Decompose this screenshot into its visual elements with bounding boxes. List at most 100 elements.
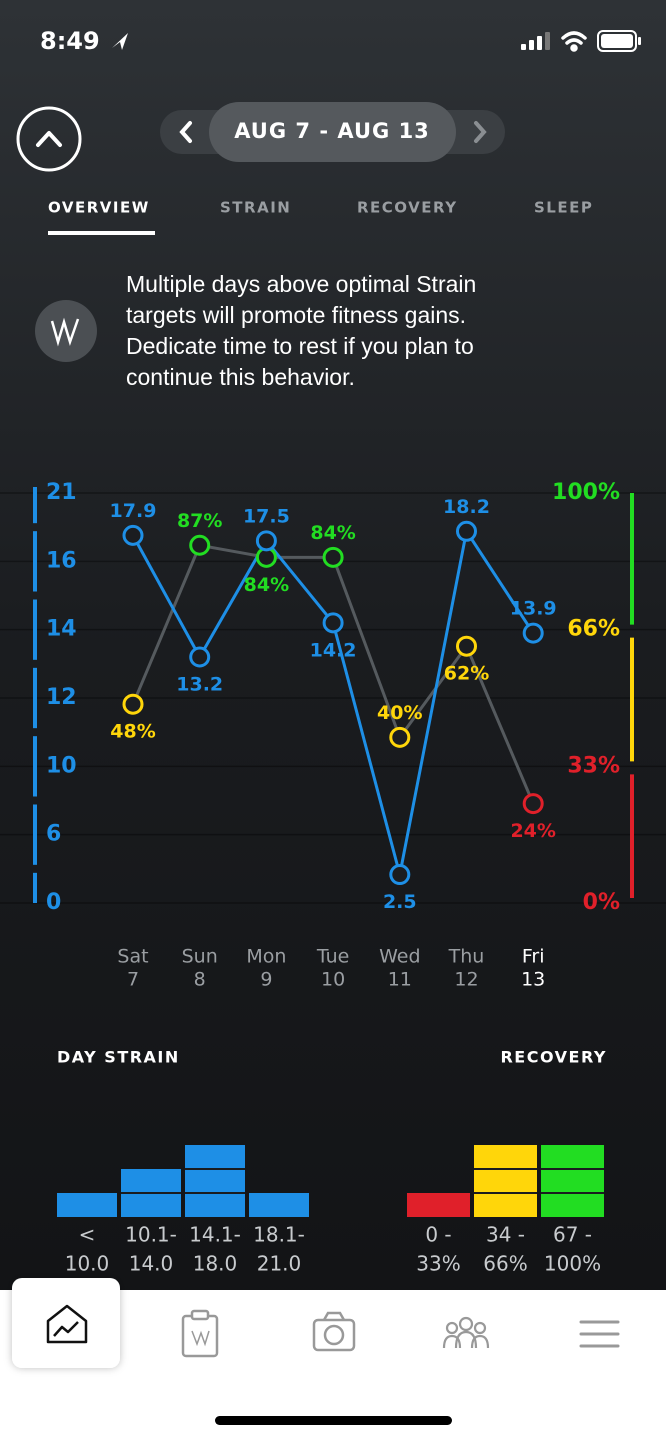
status-time: 8:49 <box>40 27 100 55</box>
tab[interactable]: STRAIN <box>220 199 291 217</box>
data-label: 14.2 <box>310 639 357 661</box>
bin-label: 66% <box>483 1252 527 1276</box>
data-label: 2.5 <box>383 891 417 913</box>
data-point <box>189 534 211 556</box>
active-tab-underline <box>48 231 155 235</box>
home-icon <box>46 1304 88 1344</box>
histogram-title: DAY STRAIN <box>57 1048 180 1067</box>
x-tick-label: Mon <box>246 946 286 968</box>
bin-label: 18.0 <box>193 1252 238 1276</box>
data-label: 40% <box>377 702 422 724</box>
data-point <box>389 864 411 886</box>
insight-line: continue this behavior. <box>126 364 355 390</box>
data-point <box>389 726 411 748</box>
bin-label: < <box>79 1223 96 1247</box>
bin-label: 67 - <box>553 1223 592 1247</box>
histogram-bar <box>541 1145 604 1217</box>
bin-label: 34 - <box>486 1223 525 1247</box>
signal-icon <box>521 32 550 50</box>
x-tick-date: 11 <box>388 969 412 991</box>
data-label: 17.9 <box>110 500 157 522</box>
date-range: AUG 7 - AUG 13 <box>234 119 430 143</box>
bin-label: 10.0 <box>65 1252 110 1276</box>
x-tick-label: Sat <box>117 946 148 968</box>
y2-tick-label: 33% <box>567 753 620 778</box>
histogram-title: RECOVERY <box>500 1048 607 1067</box>
wifi-icon <box>561 31 587 52</box>
date-pill <box>209 102 456 162</box>
battery-icon <box>597 30 641 52</box>
whoop-logo <box>50 317 80 347</box>
y-tick-label: 16 <box>46 548 77 573</box>
data-point <box>255 530 277 552</box>
bin-label: 14.1- <box>189 1223 241 1247</box>
team-icon[interactable] <box>442 1316 490 1349</box>
data-label: 24% <box>510 820 555 842</box>
x-tick-date: 9 <box>260 969 272 991</box>
data-point <box>522 622 544 644</box>
data-point <box>189 646 211 668</box>
insight-line: Dedicate time to rest if you plan to <box>126 333 474 359</box>
prev-week[interactable] <box>179 121 192 143</box>
data-label: 17.5 <box>243 505 290 527</box>
home-indicator <box>215 1416 452 1425</box>
camera-icon[interactable] <box>312 1311 356 1352</box>
data-label: 84% <box>244 574 289 596</box>
tab[interactable]: RECOVERY <box>357 199 458 217</box>
x-tick-label: Thu <box>448 946 485 968</box>
histogram-bar <box>407 1193 470 1217</box>
location-icon <box>112 33 128 50</box>
data-label: 13.9 <box>510 598 557 620</box>
next-week[interactable] <box>474 121 487 143</box>
x-tick-label: Wed <box>379 946 420 968</box>
bin-label: 33% <box>416 1252 460 1276</box>
collapse-button[interactable] <box>16 106 82 172</box>
x-tick-label: Fri <box>522 946 545 968</box>
histogram-bar <box>185 1145 245 1217</box>
y-tick-label: 12 <box>46 685 77 710</box>
y-tick-label: 10 <box>46 753 77 778</box>
menu-icon[interactable] <box>579 1320 620 1348</box>
data-label: 84% <box>310 522 355 544</box>
y-tick-label: 21 <box>46 480 77 505</box>
y-tick-label: 6 <box>46 822 61 847</box>
y-tick-label: 14 <box>46 617 77 642</box>
histogram-bar <box>57 1193 117 1217</box>
data-label: 87% <box>177 510 222 532</box>
y2-tick-label: 100% <box>552 480 620 505</box>
data-label: 18.2 <box>443 496 490 518</box>
bin-label: 21.0 <box>257 1252 302 1276</box>
x-tick-date: 7 <box>127 969 139 991</box>
journal-icon[interactable] <box>181 1309 219 1358</box>
data-point <box>456 520 477 542</box>
data-label: 13.2 <box>176 674 223 696</box>
x-tick-label: Sun <box>182 946 218 968</box>
data-label: 62% <box>444 663 489 685</box>
y2-tick-label: 66% <box>567 617 620 642</box>
home-tab[interactable] <box>12 1278 120 1368</box>
histogram-bar <box>249 1193 309 1217</box>
insight-line: Multiple days above optimal Strain <box>126 271 476 297</box>
insight-line: targets will promote fitness gains. <box>126 302 466 328</box>
bin-label: 14.0 <box>129 1252 174 1276</box>
data-point <box>322 546 344 568</box>
x-tick-date: 12 <box>454 969 478 991</box>
tab[interactable]: SLEEP <box>534 199 593 217</box>
y2-tick-label: 0% <box>583 890 620 915</box>
strain-recovery-chart: 211614121060100%66%33%0%Sat7Sun8Mon9Tue1… <box>0 480 666 1276</box>
x-tick-date: 10 <box>321 969 345 991</box>
data-point <box>522 793 544 815</box>
bin-label: 10.1- <box>125 1223 177 1247</box>
y-tick-label: 0 <box>46 890 61 915</box>
bin-label: 100% <box>544 1252 601 1276</box>
data-point <box>322 612 344 634</box>
data-point <box>122 524 144 546</box>
x-tick-date: 8 <box>194 969 206 991</box>
tab[interactable]: OVERVIEW <box>48 199 150 217</box>
bin-label: 18.1- <box>253 1223 305 1247</box>
data-point <box>456 635 477 657</box>
x-tick-label: Tue <box>316 946 349 968</box>
x-tick-date: 13 <box>521 969 545 991</box>
